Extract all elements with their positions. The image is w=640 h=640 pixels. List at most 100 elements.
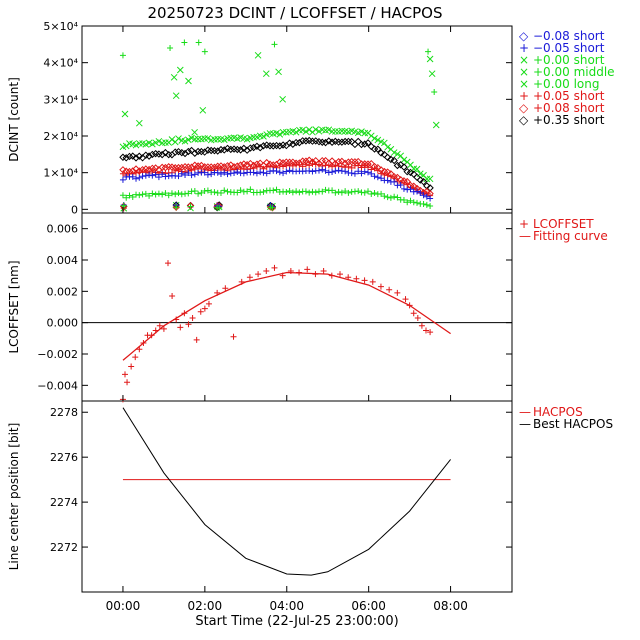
data-point [331,128,339,135]
y-tick-label: 4×10⁴ [43,57,78,70]
data-point [119,52,126,59]
data-point [365,169,372,176]
y-axis-label: Line center position [bit] [7,423,21,571]
legend-item: +0.35 short [533,113,605,127]
data-point [172,92,180,100]
data-point [178,170,185,177]
data-point [275,68,282,76]
data-point [289,140,297,148]
data-point [377,149,385,157]
data-point [222,285,229,292]
data-point [384,143,391,151]
x-tick-label: 00:00 [106,599,141,613]
data-point [367,142,375,151]
data-point [328,272,335,279]
x-tick-label: 02:00 [188,599,223,613]
data-point [302,188,309,195]
data-point [312,189,319,196]
legend-item: +0.08 short [533,101,605,115]
data-point [306,162,313,169]
data-point [426,175,434,183]
data-point [146,172,153,179]
data-point [416,176,425,184]
data-point [175,167,182,174]
data-point [178,191,185,198]
data-point [367,132,375,140]
data-point [423,193,430,200]
data-point [255,271,262,278]
data-point [345,274,352,281]
data-point [394,194,401,201]
data-point [397,182,404,189]
data-point [182,171,189,178]
data-point [161,163,170,172]
data-point [246,144,255,152]
data-point [165,173,172,180]
legend-marker: ◇ [519,113,529,127]
data-point [419,177,428,186]
data-point [353,275,360,282]
data-point [337,271,343,278]
legend-item: −0.05 short [533,41,605,55]
chart-title: 20250723 DCINT / LCOFFSET / HACPOS [147,4,442,22]
data-point [407,186,414,193]
data-point [142,172,149,179]
data-point [171,148,179,156]
data-point [185,321,192,328]
data-point [315,127,323,135]
data-point [256,143,264,152]
data-point [361,140,369,148]
data-point [175,190,182,197]
data-point [371,173,378,180]
panel-dcint: 0 1×10⁴ 2×10⁴ 3×10⁴ 4×10⁴ 5×10⁴ DCINT [count] ◇… [7,20,615,216]
data-point [187,146,196,155]
data-point [132,141,140,149]
legend-item: +0.00 long [533,77,600,91]
data-point [142,141,150,148]
data-point [413,165,421,173]
data-point [238,278,245,285]
data-point [374,145,382,153]
data-point [280,163,287,170]
data-point [129,152,137,160]
data-point [361,189,368,196]
data-point [240,170,247,177]
data-point [342,168,349,175]
panel-lcoffset: −0.004 −0.002 0.000 0.002 0.004 0.006 LCOFFSET… [7,217,608,403]
data-point [201,48,208,55]
data-point [351,140,359,149]
data-point [273,186,280,193]
data-point [263,163,270,170]
data-point [129,173,136,180]
data-point [348,170,355,177]
data-point [406,168,415,177]
data-point [371,165,378,172]
data-point [390,156,398,165]
data-point [427,329,434,336]
data-point [197,308,204,315]
data-point [263,267,270,274]
data-point [276,142,284,150]
y-tick-label: 2274 [50,496,78,509]
data-point [191,188,198,195]
data-point [249,143,258,152]
data-point [204,171,211,178]
data-point [279,95,287,103]
x-tick-label: 04:00 [269,599,304,613]
legend-marker: × [519,53,529,67]
data-point [335,188,342,195]
data-point [231,170,238,177]
data-point [124,379,131,386]
data-point [211,189,218,196]
data-point [234,189,241,196]
data-point [240,144,248,153]
data-point [279,272,286,279]
data-point [425,48,432,55]
data-point [420,192,427,199]
data-point [184,147,193,156]
data-point [289,162,296,169]
data-point [145,152,153,160]
data-point [165,260,171,267]
y-tick-label: 0.006 [47,223,79,236]
data-point [234,169,241,176]
